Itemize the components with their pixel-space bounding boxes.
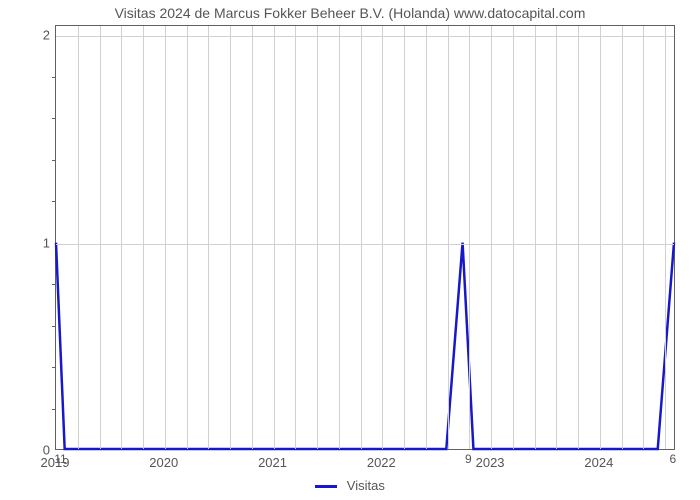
gridline-v-minor: [339, 26, 340, 449]
gridline-v-minor: [513, 26, 514, 449]
gridline-v-minor: [578, 26, 579, 449]
x-axis-tick-label: 2024: [584, 455, 613, 470]
y-minor-tick: [52, 326, 55, 327]
gridline-v-minor: [252, 26, 253, 449]
gridline-v-minor: [469, 26, 470, 449]
x-axis-tick-label: 2022: [367, 455, 396, 470]
gridline-v-minor: [622, 26, 623, 449]
y-minor-tick: [52, 409, 55, 410]
gridline-v-minor: [556, 26, 557, 449]
y-axis-tick-label: 1: [35, 235, 50, 250]
data-point-label: 6: [669, 452, 676, 466]
legend-swatch: [315, 485, 337, 488]
gridline-v-minor: [121, 26, 122, 449]
gridline-v: [165, 26, 166, 449]
x-axis-tick-label: 2023: [476, 455, 505, 470]
gridline-v-minor: [187, 26, 188, 449]
gridline-h: [56, 36, 674, 37]
y-minor-tick: [52, 284, 55, 285]
legend-label: Visitas: [347, 478, 385, 493]
gridline-h: [56, 244, 674, 245]
gridline-v-minor: [448, 26, 449, 449]
gridline-v-minor: [230, 26, 231, 449]
y-minor-tick: [52, 160, 55, 161]
gridline-v: [600, 26, 601, 449]
gridline-v-minor: [643, 26, 644, 449]
gridline-v-minor: [143, 26, 144, 449]
gridline-v-minor: [535, 26, 536, 449]
chart-title: Visitas 2024 de Marcus Fokker Beheer B.V…: [0, 5, 700, 21]
gridline-v-minor: [426, 26, 427, 449]
y-axis-tick-label: 2: [35, 28, 50, 43]
gridline-v-minor: [78, 26, 79, 449]
line-chart-svg: [56, 26, 674, 449]
chart-container: Visitas 2024 de Marcus Fokker Beheer B.V…: [0, 0, 700, 500]
gridline-v-minor: [208, 26, 209, 449]
x-axis-tick-label: 2021: [258, 455, 287, 470]
gridline-v-minor: [665, 26, 666, 449]
gridline-v-minor: [361, 26, 362, 449]
gridline-v: [274, 26, 275, 449]
data-point-label: 9: [465, 452, 472, 466]
y-minor-tick: [52, 77, 55, 78]
gridline-v: [382, 26, 383, 449]
y-axis-tick-label: 0: [35, 443, 50, 458]
y-minor-tick: [52, 118, 55, 119]
gridline-v: [491, 26, 492, 449]
gridline-v-minor: [295, 26, 296, 449]
legend-item: Visitas: [315, 478, 385, 493]
x-axis-tick-label: 2020: [149, 455, 178, 470]
gridline-v-minor: [404, 26, 405, 449]
gridline-v-minor: [317, 26, 318, 449]
plot-region: [55, 25, 675, 450]
y-minor-tick: [52, 201, 55, 202]
gridline-v-minor: [100, 26, 101, 449]
legend: Visitas: [0, 477, 700, 495]
y-minor-tick: [52, 367, 55, 368]
data-point-label: 11: [54, 452, 66, 466]
series-line: [56, 243, 674, 449]
